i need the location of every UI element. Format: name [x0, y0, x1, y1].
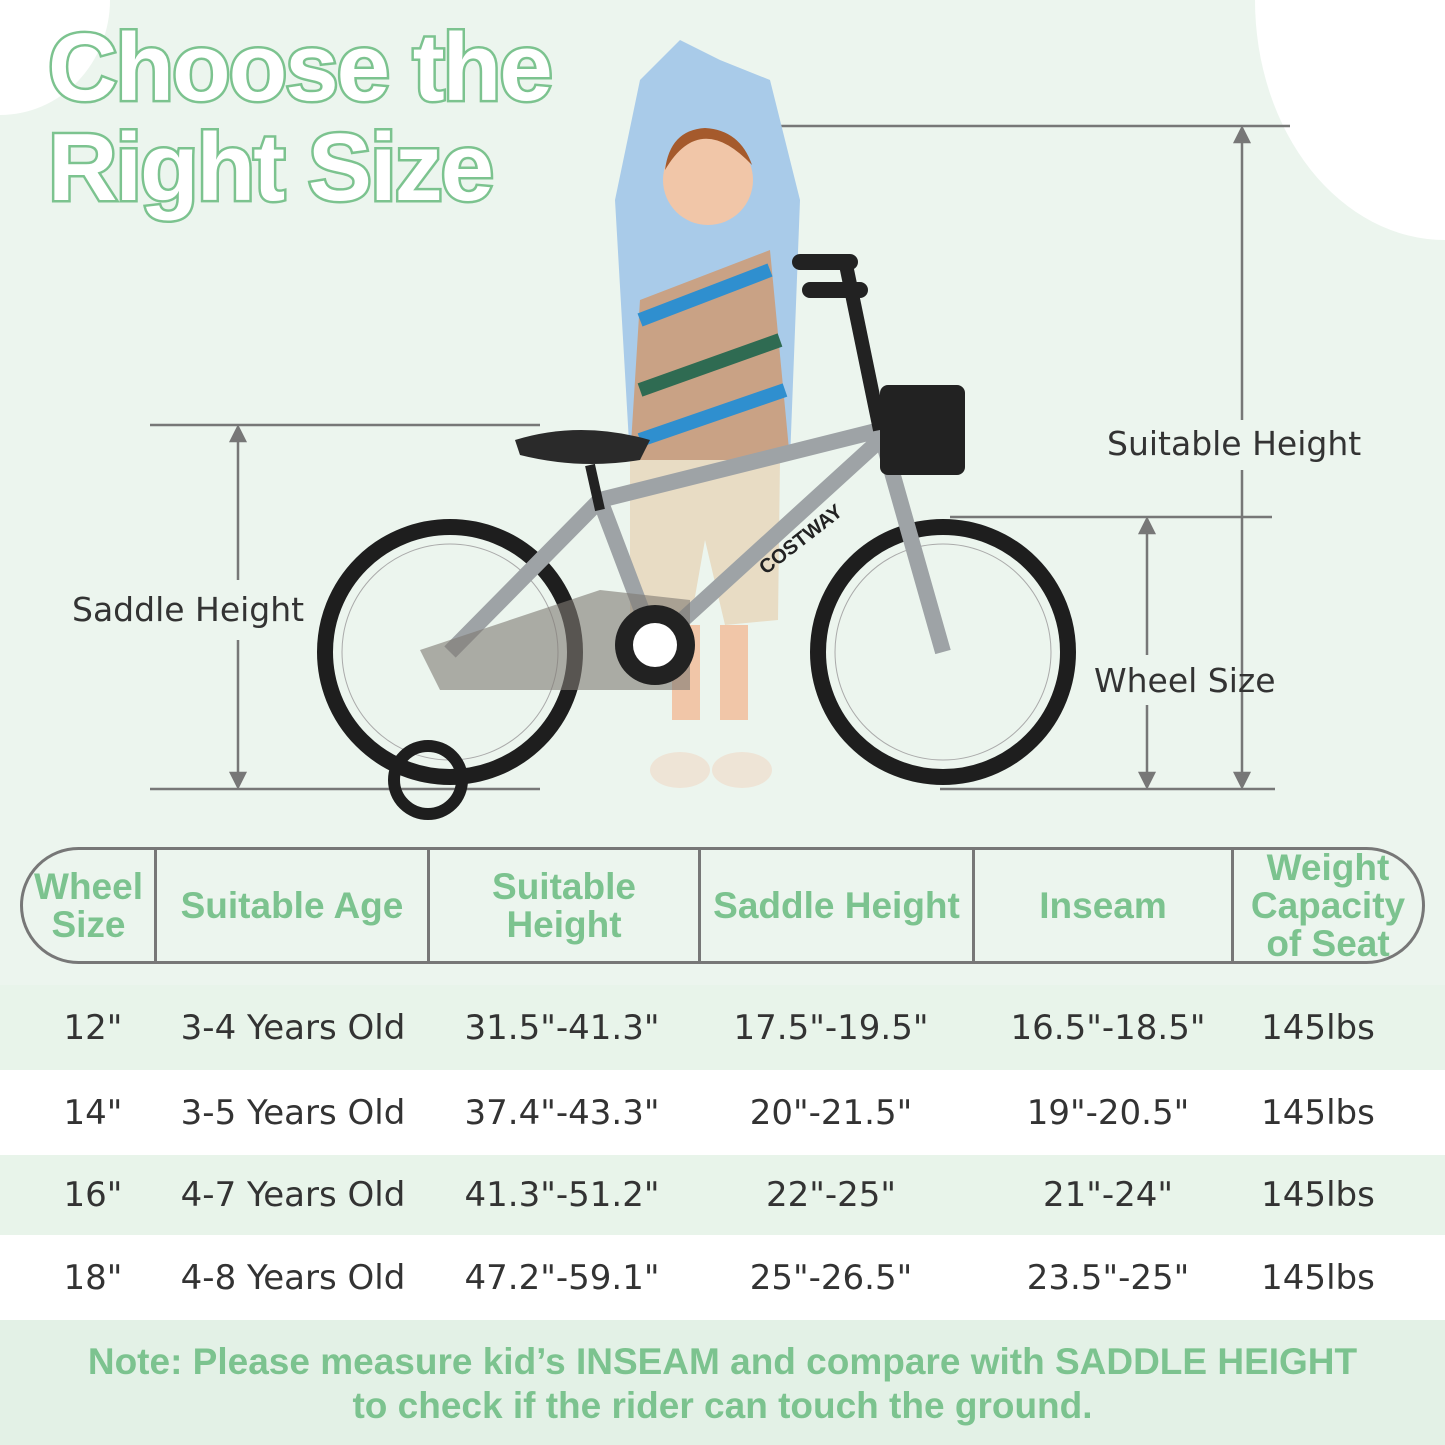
table-row: 12" 3-4 Years Old 31.5"-41.3" 17.5"-19.5" 16… [0, 985, 1445, 1070]
cell-suitable-age: 4-8 Years Old [180, 1257, 406, 1298]
header-wheel-size: Wheel Size [23, 850, 157, 961]
cell-suitable-age: 4-7 Years Old [180, 1175, 406, 1215]
page-title: Choose the Right Size [46, 14, 556, 221]
cell-saddle-height: 22"-25" [765, 1175, 897, 1215]
cell-suitable-age: 3-4 Years Old [180, 1007, 406, 1048]
label-suitable-height: Suitable Height [1107, 424, 1362, 463]
bike [317, 254, 1076, 820]
label-saddle-height: Saddle Height [72, 590, 305, 629]
table-row: 16" 4-7 Years Old 41.3"-51.2" 22"-25" 21"-24… [0, 1155, 1445, 1235]
header-suitable-age: Suitable Age [157, 850, 430, 961]
cell-weight-capacity: 145lbs [1261, 1257, 1375, 1298]
cell-suitable-height: 37.4"-43.3" [464, 1092, 660, 1133]
table-row: 18" 4-8 Years Old 47.2"-59.1" 25"-26.5" 23.5… [0, 1235, 1445, 1320]
note: Note: Please measure kid’s INSEAM and co… [0, 1320, 1445, 1445]
cell-weight-capacity: 145lbs [1261, 1175, 1375, 1215]
cell-suitable-height: 41.3"-51.2" [464, 1175, 660, 1215]
product-illustration: COSTWAY [150, 40, 1290, 820]
cell-wheel-size: 18" [63, 1257, 123, 1298]
cell-saddle-height: 17.5"-19.5" [733, 1007, 929, 1048]
cell-inseam: 19"-20.5" [1026, 1092, 1190, 1133]
cell-inseam: 16.5"-18.5" [1010, 1007, 1206, 1048]
header-saddle-height: Saddle Height [701, 850, 975, 961]
cell-wheel-size: 12" [63, 1007, 123, 1048]
cell-saddle-height: 20"-21.5" [749, 1092, 913, 1133]
label-wheel-size: Wheel Size [1094, 661, 1276, 700]
header-inseam: Inseam [975, 850, 1234, 961]
cell-inseam: 21"-24" [1042, 1175, 1174, 1215]
cell-saddle-height: 25"-26.5" [749, 1257, 913, 1298]
cell-weight-capacity: 145lbs [1261, 1092, 1375, 1133]
header-weight-capacity: Weight Capacity of Seat [1250, 846, 1406, 964]
cell-wheel-size: 14" [63, 1092, 123, 1133]
child-figure [615, 40, 800, 788]
cell-wheel-size: 16" [63, 1175, 123, 1215]
cell-suitable-age: 3-5 Years Old [180, 1092, 406, 1133]
cell-suitable-height: 47.2"-59.1" [464, 1257, 660, 1298]
table-row: 14" 3-5 Years Old 37.4"-43.3" 20"-21.5" 19"-… [0, 1070, 1445, 1155]
header-suitable-height: Suitable Height [430, 850, 701, 961]
cell-weight-capacity: 145lbs [1261, 1007, 1375, 1048]
cell-suitable-height: 31.5"-41.3" [464, 1007, 660, 1048]
cell-inseam: 23.5"-25" [1026, 1257, 1190, 1298]
table-header: Wheel Size Suitable Age Suitable Height … [20, 847, 1425, 964]
